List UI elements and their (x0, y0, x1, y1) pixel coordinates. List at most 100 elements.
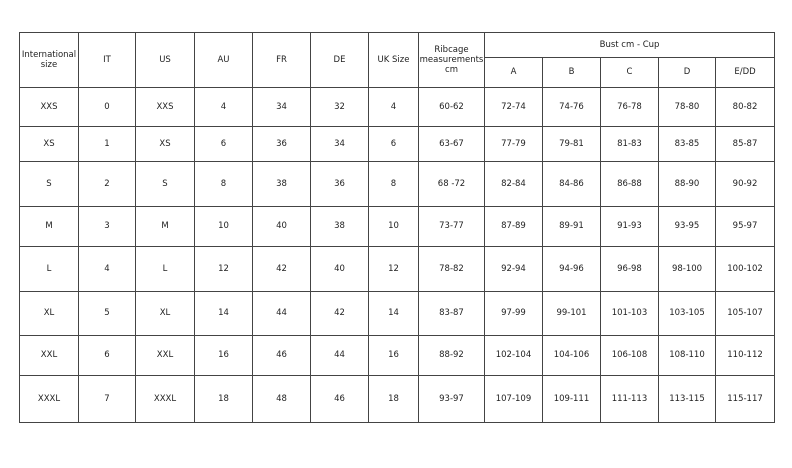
table-cell: 32 (310, 87, 369, 127)
table-cell: 4 (368, 87, 419, 127)
table-cell: 42 (310, 291, 369, 336)
table-cell: 78-82 (418, 246, 485, 292)
table-cell: 102-104 (484, 335, 543, 376)
header-de: DE (310, 32, 369, 88)
header-au: AU (194, 32, 253, 88)
table-cell: 92-94 (484, 246, 543, 292)
header-cup-d: D (658, 57, 716, 88)
table-cell: XL (135, 291, 195, 336)
table-cell: XXXL (19, 375, 79, 423)
table-cell: 95-97 (714, 206, 776, 247)
header-ribcage: Ribcage measurements cm (418, 32, 485, 88)
table-cell: 88-90 (658, 161, 716, 207)
table-cell: 14 (368, 291, 419, 336)
size-chart-table: International size IT US AU FR DE UK Siz… (19, 32, 776, 423)
table-cell: 93-97 (418, 375, 485, 423)
table-cell: 110-112 (714, 335, 776, 376)
table-cell: 63-67 (418, 126, 485, 162)
header-row: International size IT US AU FR DE UK Siz… (19, 32, 776, 88)
table-cell: 46 (252, 335, 311, 376)
table-cell: 80-82 (714, 87, 776, 127)
table-cell: 106-108 (600, 335, 659, 376)
table-cell: 91-93 (600, 206, 659, 247)
table-cell: 7 (78, 375, 136, 423)
table-cell: 3 (78, 206, 136, 247)
table-cell: XS (135, 126, 195, 162)
table-cell: 38 (252, 161, 311, 207)
table-cell: XL (19, 291, 79, 336)
table-cell: XXL (135, 335, 195, 376)
table-cell: 76-78 (600, 87, 659, 127)
table-cell: 97-99 (484, 291, 543, 336)
table-cell: 38 (310, 206, 369, 247)
table-cell: 107-109 (484, 375, 543, 423)
table-cell: 94-96 (542, 246, 601, 292)
table-cell: 5 (78, 291, 136, 336)
table-cell: 83-87 (418, 291, 485, 336)
table-cell: 40 (310, 246, 369, 292)
table-cell: 18 (368, 375, 419, 423)
table-cell: 6 (194, 126, 253, 162)
table-cell: 16 (194, 335, 253, 376)
table-row: S 2 S 8 38 36 8 68 -72 82-84 84-86 86-88 88-90 90-92 (19, 161, 776, 207)
table-cell: 68 -72 (418, 161, 485, 207)
table-cell: 96-98 (600, 246, 659, 292)
table-row: XXXL 7 XXXL 18 48 46 18 93-97 107-109 109-111 111-… (19, 375, 776, 423)
table-cell: 108-110 (658, 335, 716, 376)
table-cell: 6 (78, 335, 136, 376)
table-cell: 113-115 (658, 375, 716, 423)
table-cell: 93-95 (658, 206, 716, 247)
table-cell: 83-85 (658, 126, 716, 162)
table-cell: 14 (194, 291, 253, 336)
table-cell: 78-80 (658, 87, 716, 127)
table-cell: 73-77 (418, 206, 485, 247)
table-cell: 74-76 (542, 87, 601, 127)
table-cell: 8 (368, 161, 419, 207)
table-cell: 10 (194, 206, 253, 247)
table-cell: 86-88 (600, 161, 659, 207)
table-cell: 44 (310, 335, 369, 376)
table-cell: 1 (78, 126, 136, 162)
table-cell: 0 (78, 87, 136, 127)
table-cell: 42 (252, 246, 311, 292)
table-cell: 82-84 (484, 161, 543, 207)
table-cell: 18 (194, 375, 253, 423)
table-cell: 101-103 (600, 291, 659, 336)
header-cup-e-dd: E/DD (714, 57, 776, 88)
header-international-size: International size (19, 32, 79, 88)
table-row: M 3 M 10 40 38 10 73-77 87-89 89-91 91-93 93-95 95-9… (19, 206, 776, 247)
table-cell: 36 (252, 126, 311, 162)
table-cell: XXL (19, 335, 79, 376)
table-cell: S (19, 161, 79, 207)
table-cell: 36 (310, 161, 369, 207)
table-cell: 4 (194, 87, 253, 127)
table-cell: L (135, 246, 195, 292)
table-cell: 60-62 (418, 87, 485, 127)
header-us: US (135, 32, 195, 88)
table-cell: 34 (310, 126, 369, 162)
table-cell: 98-100 (658, 246, 716, 292)
table-cell: L (19, 246, 79, 292)
table-cell: 16 (368, 335, 419, 376)
table-cell: M (135, 206, 195, 247)
header-it: IT (78, 32, 136, 88)
table-cell: 84-86 (542, 161, 601, 207)
table-cell: XS (19, 126, 79, 162)
table-cell: 40 (252, 206, 311, 247)
table-cell: 104-106 (542, 335, 601, 376)
header-uk-size: UK Size (368, 32, 419, 88)
header-cup-b: B (542, 57, 601, 88)
header-bust-cup: Bust cm - Cup (483, 32, 776, 58)
table-cell: 12 (368, 246, 419, 292)
table-cell: 44 (252, 291, 311, 336)
table-cell: 77-79 (484, 126, 543, 162)
table-cell: 87-89 (484, 206, 543, 247)
table-row: XS 1 XS 6 36 34 6 63-67 77-79 79-81 81-83 83-85 85-8… (19, 126, 776, 162)
table-cell: 111-113 (600, 375, 659, 423)
table-cell: XXS (135, 87, 195, 127)
table-cell: 12 (194, 246, 253, 292)
table-cell: 85-87 (714, 126, 776, 162)
table-cell: XXS (19, 87, 79, 127)
table-cell: 109-111 (542, 375, 601, 423)
table-cell: 4 (78, 246, 136, 292)
